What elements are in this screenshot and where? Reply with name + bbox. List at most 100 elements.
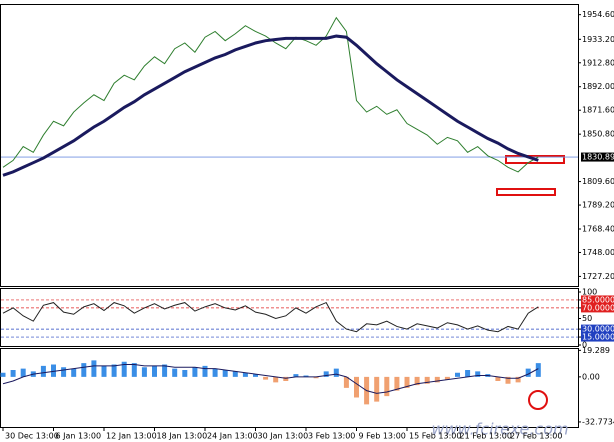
histogram-bar — [384, 376, 390, 397]
histogram-bar — [51, 364, 56, 377]
x-tick-label: 27 Feb 13:00 — [510, 432, 562, 441]
x-tick-label: 12 Jan 13:00 — [106, 432, 157, 441]
y-tick-label: 1871.60 — [582, 106, 614, 115]
histogram-bar — [424, 376, 430, 384]
histogram-bar — [374, 376, 380, 402]
oscillator-panel — [0, 288, 579, 347]
y-tick-label: 1748.00 — [582, 248, 614, 257]
histogram-bar — [182, 370, 188, 377]
histogram-bar — [253, 374, 258, 377]
y-tick-label: 1768.40 — [582, 224, 614, 233]
tick-box — [581, 332, 614, 342]
histogram-bar — [192, 367, 198, 377]
y-tick-label: 1789.20 — [582, 201, 614, 210]
watermark: www.fcirexe.com — [431, 420, 568, 439]
histogram-bar — [172, 368, 178, 377]
histogram-bar — [202, 365, 208, 377]
highlight-box — [505, 155, 565, 164]
histogram-bar — [465, 370, 471, 377]
y-tick-label: 1912.80 — [582, 58, 614, 67]
histogram-bar — [404, 376, 410, 388]
histogram-bar — [333, 368, 339, 377]
y-tick-label: 30.0000 — [582, 325, 614, 334]
y-tick-label: 0 — [582, 341, 587, 350]
y-tick-label: 0.00 — [582, 372, 600, 381]
histogram-bar — [354, 376, 359, 398]
histogram-bar — [10, 370, 16, 377]
histogram-bar — [141, 367, 147, 377]
y-tick-label: -32.7734 — [582, 417, 614, 426]
x-tick-label: 9 Feb 13:00 — [359, 432, 406, 441]
histogram-bar — [212, 368, 218, 377]
histogram-bar — [535, 363, 541, 377]
tick-box — [581, 295, 614, 305]
last-price-box — [581, 152, 614, 162]
highlight-circle — [528, 390, 548, 410]
histogram-bar — [444, 376, 450, 380]
y-tick-label: 50 — [582, 314, 592, 323]
series-line — [2, 34, 539, 177]
histogram-bar — [71, 368, 77, 377]
x-tick-label: 18 Jan 13:00 — [157, 432, 208, 441]
histogram-bar — [313, 376, 319, 379]
histogram-bar — [131, 363, 137, 377]
histogram-bar — [394, 376, 400, 391]
histogram-bar — [232, 371, 238, 377]
histogram-bar — [343, 376, 349, 388]
y-tick-label: 19.289 — [582, 346, 610, 355]
histogram-bar — [515, 376, 521, 383]
histogram-bar — [495, 376, 501, 381]
series-line — [2, 301, 539, 333]
y-tick-label: 15.0000 — [582, 333, 614, 342]
histogram-bar — [0, 372, 6, 377]
y-tick-label: 1933.20 — [582, 35, 614, 44]
y-tick-label: 1892.00 — [582, 82, 614, 91]
histogram-bar — [20, 368, 26, 377]
x-tick-label: 21 Feb 13:00 — [460, 432, 512, 441]
histogram-bar — [455, 372, 460, 377]
x-tick-label: 6 Jan 13:00 — [56, 432, 102, 441]
histogram-bar — [273, 376, 279, 383]
histogram-bar — [414, 376, 420, 386]
histogram-bar — [101, 365, 107, 377]
x-tick-label: 30 Jan 13:00 — [258, 432, 309, 441]
y-tick-label: 70.0000 — [582, 303, 614, 312]
series-line — [2, 364, 539, 394]
x-tick-label: 30 Dec 13:00 — [5, 432, 59, 441]
histogram-bar — [323, 371, 329, 377]
main-panel — [0, 4, 579, 287]
histogram-bar — [505, 376, 511, 384]
histogram-bar — [162, 364, 168, 377]
histogram-bar — [434, 376, 440, 383]
histogram-bar — [121, 361, 127, 377]
histogram-bar — [152, 365, 157, 377]
histogram-bar — [81, 363, 87, 377]
histogram-bar — [61, 367, 67, 377]
last-price-label: 1830.89 — [582, 153, 614, 162]
histogram-bar — [283, 376, 289, 381]
tick-box — [581, 324, 614, 334]
histogram-bar — [222, 370, 228, 377]
histogram-bar — [303, 375, 309, 377]
histogram-bar — [111, 364, 117, 377]
histogram-bar — [293, 374, 299, 377]
histogram-bar — [263, 376, 269, 380]
y-tick-label: 1954.60 — [582, 10, 614, 19]
macd-panel — [0, 348, 579, 428]
histogram-bar — [91, 360, 97, 377]
histogram-bar — [475, 371, 481, 377]
histogram-bar — [525, 368, 531, 377]
y-tick-label: 1850.80 — [582, 130, 614, 139]
x-tick-label: 3 Feb 13:00 — [308, 432, 355, 441]
y-tick-label: 1727.20 — [582, 272, 614, 281]
histogram-bar — [242, 372, 248, 377]
x-tick-label: 15 Feb 13:00 — [409, 432, 461, 441]
y-tick-label: 85.0000 — [582, 295, 614, 304]
x-tick-label: 24 Jan 13:00 — [207, 432, 258, 441]
y-tick-label: 1809.60 — [582, 177, 614, 186]
highlight-box — [496, 188, 556, 196]
histogram-bar — [40, 365, 46, 377]
tick-box — [581, 303, 614, 313]
y-tick-label: 100 — [582, 288, 597, 297]
